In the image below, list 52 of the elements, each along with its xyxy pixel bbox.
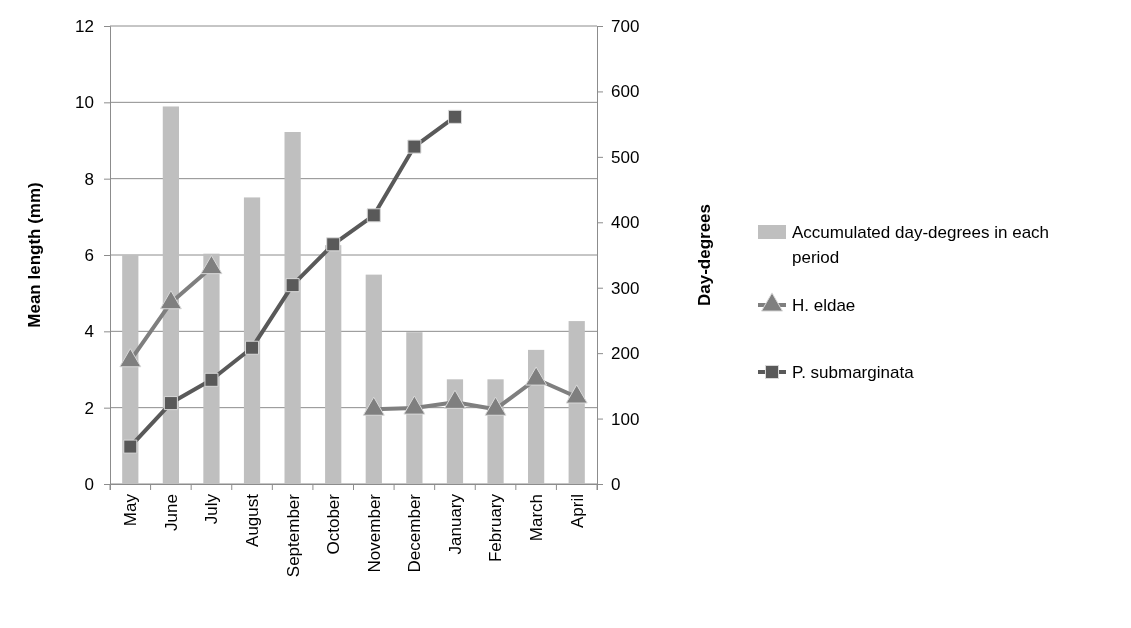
point	[565, 384, 588, 404]
point	[407, 139, 422, 154]
x-tick-label: April	[567, 494, 587, 529]
y2-tick-label: 100	[611, 409, 640, 429]
bar	[406, 332, 423, 484]
point	[366, 208, 381, 223]
y-axis-title: Mean length (mm)	[25, 182, 44, 328]
legend-label: P. submarginata	[792, 362, 915, 382]
point	[159, 290, 182, 310]
y2-axis-title: Day-degrees	[695, 203, 714, 307]
legend-label: H. eldae	[792, 295, 856, 315]
y2-tick-label: 200	[611, 344, 640, 364]
x-tick-label: November	[364, 493, 384, 573]
point	[525, 366, 548, 386]
x-tick-label: January	[445, 493, 465, 555]
bar	[568, 321, 585, 484]
y-tick-label: 12	[75, 16, 94, 36]
point	[362, 396, 385, 416]
bar	[365, 274, 382, 484]
x-tick-label: August	[242, 493, 262, 547]
x-tick-label: February	[486, 493, 506, 563]
point	[447, 109, 462, 124]
y2-tick-label: 700	[611, 16, 640, 36]
point	[119, 348, 142, 368]
x-tick-label: December	[405, 493, 425, 573]
y2-tick-label: 300	[611, 278, 640, 298]
x-tick-label: June	[161, 494, 181, 531]
y2-tick-label: 600	[611, 82, 640, 102]
y-tick-label: 6	[84, 245, 94, 265]
y2-tick-label: 400	[611, 213, 640, 233]
x-tick-label: March	[527, 494, 547, 542]
bar	[162, 106, 179, 484]
point	[200, 255, 223, 275]
y-tick-label: 0	[84, 474, 94, 494]
y-tick-label: 10	[75, 93, 94, 113]
legend-label: Accumulated day-degrees in each period	[792, 222, 1050, 267]
y-tick-label: 8	[84, 169, 94, 189]
point	[484, 396, 507, 416]
x-tick-label: July	[202, 493, 222, 525]
y2-tick-label: 500	[611, 147, 640, 167]
y2-tick-label: 0	[611, 474, 621, 494]
point	[326, 237, 341, 252]
point	[403, 395, 426, 415]
point	[443, 389, 466, 409]
y-tick-label: 2	[84, 398, 94, 418]
x-tick-label: September	[283, 493, 303, 578]
bar	[284, 131, 301, 484]
bar	[325, 245, 342, 484]
x-tick-label: May	[121, 493, 141, 527]
bar	[243, 197, 261, 484]
y-tick-label: 4	[84, 322, 94, 342]
x-tick-label: October	[324, 493, 344, 555]
